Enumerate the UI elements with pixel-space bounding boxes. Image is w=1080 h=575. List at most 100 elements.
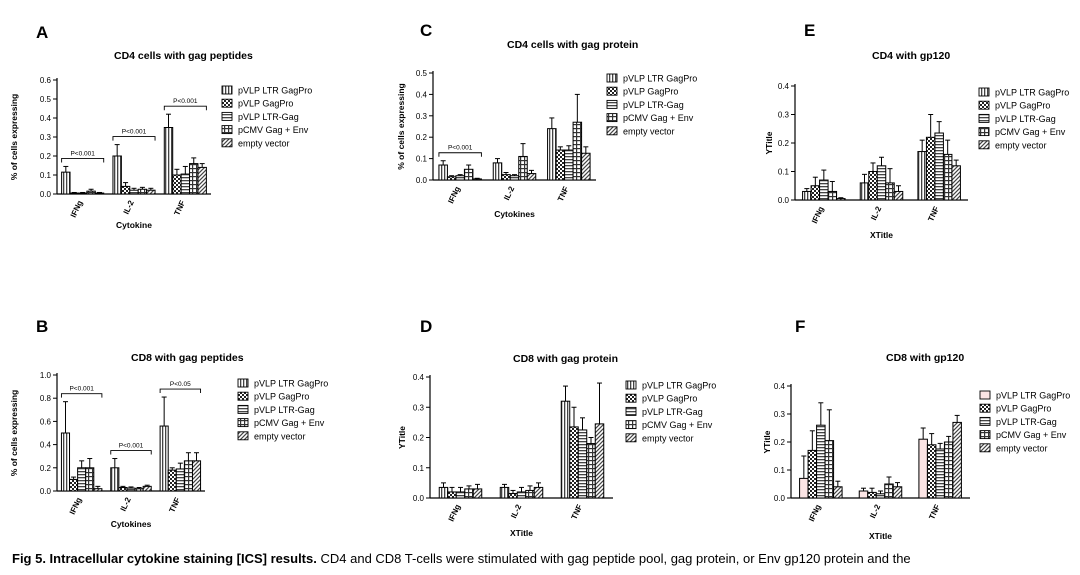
- p-value-label: P<0.001: [70, 150, 95, 157]
- legend-swatch: [979, 443, 991, 453]
- legend-label: pVLP GagPro: [996, 404, 1051, 414]
- legend-swatch: [606, 86, 618, 96]
- bracket-line: [438, 152, 482, 157]
- bar: [934, 132, 944, 201]
- caption-label: Fig 5. Intracellular cytokine staining […: [12, 551, 317, 566]
- panel-d: D CD8 with gag protein 0.0 0.1 0.2 0.3 0.4 YTit…: [397, 317, 716, 538]
- y-tick-label: 0.2: [40, 152, 52, 161]
- bar: [816, 424, 826, 499]
- legend-swatch: [221, 125, 233, 135]
- legend-swatch: [606, 113, 618, 123]
- bar: [918, 438, 928, 499]
- bar: [118, 487, 128, 492]
- legend-label: pVLP GagPro: [238, 99, 293, 109]
- legend: pVLP LTR GagPro pVLP GagPro pVLP LTR-Gag pC…: [237, 379, 328, 441]
- y-tick-label: 0.6: [40, 76, 52, 85]
- x-axis-label: Cytokines: [111, 519, 152, 529]
- bar: [455, 175, 465, 181]
- bar: [569, 426, 579, 499]
- legend-label: pVLP LTR-Gag: [642, 407, 703, 417]
- bar: [159, 425, 169, 492]
- bar: [126, 487, 136, 492]
- legend-swatch: [978, 87, 990, 97]
- bar: [824, 440, 835, 499]
- legend-swatch: [237, 391, 249, 401]
- legend-label: empty vector: [254, 431, 306, 441]
- y-axis-label: % of cells expressing: [396, 83, 406, 169]
- bar: [868, 171, 878, 201]
- chart-title: CD8 with gag peptides: [131, 352, 244, 364]
- bar: [77, 467, 87, 492]
- panel-e: E CD4 with gp120 0.0 0.1 0.2 0.3 0.4 YTitle XTit…: [764, 21, 1069, 240]
- y-tick-label: 0.0: [413, 494, 425, 503]
- bar: [120, 185, 131, 195]
- x-axis-label: Cytokines: [494, 209, 535, 219]
- bar: [129, 189, 139, 195]
- y-axis-label: YTitle: [762, 430, 772, 453]
- chart-title: CD8 with gag protein: [513, 353, 618, 365]
- panel-letter: C: [420, 21, 432, 40]
- legend-swatch: [978, 100, 990, 110]
- figure-canvas: A CD4 cells with gag peptides 0.0 0.1 0.2 0.3…: [9, 21, 1070, 541]
- bar: [572, 121, 583, 181]
- y-tick-label: 0.0: [416, 176, 428, 185]
- y-tick-label: 0.2: [416, 133, 428, 142]
- figure-caption: Fig 5. Intracellular cytokine staining […: [12, 551, 1076, 575]
- bar: [827, 190, 838, 201]
- significance-bracket: P<0.001: [112, 129, 156, 141]
- y-tick-label: 0.4: [413, 373, 425, 382]
- bar: [472, 178, 482, 181]
- legend-swatch: [625, 380, 637, 390]
- bar: [146, 189, 156, 195]
- y-tick-label: 0.8: [40, 394, 52, 403]
- bar: [438, 486, 449, 499]
- legend-swatch: [606, 99, 618, 109]
- bar: [509, 175, 520, 181]
- y-tick-label: 0.3: [774, 410, 786, 419]
- legend-swatch: [221, 98, 233, 108]
- bar: [518, 155, 528, 181]
- bar: [134, 488, 144, 492]
- y-axis-label: % of cells expressing: [9, 390, 19, 476]
- panel-letter: E: [804, 21, 815, 40]
- y-tick-label: 0.1: [40, 171, 52, 180]
- bracket-line: [60, 393, 103, 398]
- chart-title: CD4 cells with gag peptides: [114, 50, 253, 62]
- legend-label: pVLP LTR-Gag: [254, 405, 315, 415]
- y-tick-label: 0.0: [40, 190, 52, 199]
- bar: [472, 488, 483, 499]
- x-tick-label: TNF: [570, 503, 585, 521]
- bar: [94, 192, 105, 195]
- bar: [112, 155, 122, 195]
- panel-b: B CD8 with gag peptides 0.0 0.2 0.4 0.6 0.8 1.0…: [9, 317, 328, 529]
- legend-label: empty vector: [642, 433, 694, 443]
- caption-text: CD4 and CD8 T-cells were stimulated with…: [320, 551, 911, 566]
- x-axis-label: XTitle: [869, 531, 892, 541]
- y-tick-label: 0.1: [774, 466, 786, 475]
- y-tick-label: 0.3: [40, 133, 52, 142]
- bar: [516, 491, 527, 499]
- p-value-label: P<0.001: [119, 443, 144, 450]
- legend-label: pVLP LTR GagPro: [995, 88, 1069, 98]
- x-tick-label: TNF: [927, 503, 942, 521]
- bar: [819, 179, 829, 201]
- legend-swatch: [237, 418, 249, 428]
- bracket-line: [112, 136, 156, 141]
- bar: [189, 163, 199, 195]
- bar: [464, 488, 474, 499]
- bar: [893, 190, 904, 201]
- legend-swatch: [979, 430, 991, 440]
- x-tick-label: TNF: [556, 185, 571, 203]
- bar: [142, 485, 152, 492]
- legend-swatch: [978, 140, 990, 150]
- bar: [93, 488, 103, 492]
- bar: [110, 467, 120, 492]
- bar: [69, 192, 79, 195]
- bar: [807, 449, 818, 499]
- bar: [85, 467, 95, 492]
- legend: pVLP LTR GagPro pVLP GagPro pVLP LTR-Gag pC…: [221, 86, 312, 148]
- bar: [885, 182, 895, 201]
- legend-swatch: [625, 420, 637, 430]
- bar: [60, 432, 71, 492]
- bar: [547, 128, 557, 181]
